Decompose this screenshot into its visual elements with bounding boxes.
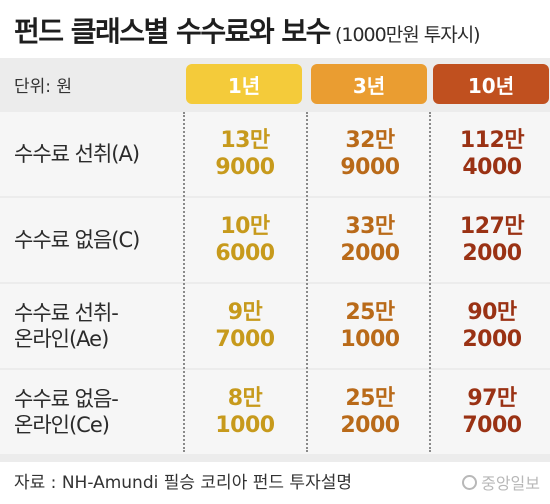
cell-value: 112만 — [459, 128, 525, 153]
cell-value: 90만 — [467, 300, 517, 325]
row-label-line: 온라인(Ce) — [14, 413, 110, 437]
cell-value: 9만 — [227, 300, 263, 325]
row-label: 수수료 선취(A) — [14, 112, 182, 196]
cell-value: 9000 — [340, 155, 400, 180]
row-label-line: 수수료 없음- — [14, 387, 119, 411]
cell-10-year: 97만 7000 — [433, 370, 550, 454]
cell-value: 6000 — [215, 241, 275, 266]
cell-value: 1000 — [215, 413, 275, 438]
cell-value: 1000 — [340, 327, 400, 352]
row-label: 수수료 선취- 온라인(Ae) — [14, 284, 182, 368]
cell-value: 2000 — [340, 413, 400, 438]
cell-3-year: 25만 1000 — [311, 284, 429, 368]
cell-value: 8만 — [227, 386, 263, 411]
row-label-line: 수수료 선취(A) — [14, 142, 140, 166]
cell-value: 13만 — [220, 128, 270, 153]
cell-value: 10만 — [220, 214, 270, 239]
cell-value: 33만 — [345, 214, 395, 239]
cell-3-year: 25만 2000 — [311, 370, 429, 454]
cell-3-year: 33만 2000 — [311, 198, 429, 282]
table-row — [0, 284, 550, 368]
row-label-line: 수수료 선취- — [14, 301, 119, 325]
cell-10-year: 127만 2000 — [433, 198, 550, 282]
cell-value: 127만 — [459, 214, 525, 239]
cell-1-year: 8만 1000 — [186, 370, 304, 454]
cell-value: 4000 — [462, 155, 522, 180]
table-row — [0, 370, 550, 454]
cell-value: 25만 — [345, 300, 395, 325]
cell-1-year: 9만 7000 — [186, 284, 304, 368]
table-row — [0, 198, 550, 282]
cell-value: 7000 — [462, 413, 522, 438]
cell-1-year: 10만 6000 — [186, 198, 304, 282]
cell-value: 97만 — [467, 386, 517, 411]
cell-value: 25만 — [345, 386, 395, 411]
column-header-3-year: 3년 — [311, 64, 427, 104]
cell-value: 2000 — [340, 241, 400, 266]
row-label-line: 수수료 없음(C) — [14, 228, 140, 252]
column-divider — [306, 112, 308, 452]
cell-10-year: 90만 2000 — [433, 284, 550, 368]
column-header-10-year: 10년 — [433, 64, 549, 104]
table-row — [0, 112, 550, 196]
cell-value: 9000 — [215, 155, 275, 180]
column-header-1-year: 1년 — [186, 64, 302, 104]
chart-title-block: 펀드 클래스별 수수료와 보수 (1000만원 투자시) — [14, 10, 544, 50]
cell-value: 2000 — [462, 327, 522, 352]
column-divider — [183, 112, 185, 452]
cell-1-year: 13만 9000 — [186, 112, 304, 196]
source-note: 자료 : NH-Amundi 필승 코리아 펀드 투자설명 — [14, 473, 352, 493]
publisher-logo-icon — [462, 474, 478, 490]
cell-value: 32만 — [345, 128, 395, 153]
fee-table: 단위: 원 1년 3년 10년 수수료 선취(A) 13만 9000 32만 9000 1… — [0, 58, 550, 462]
cell-3-year: 32만 9000 — [311, 112, 429, 196]
cell-10-year: 112만 4000 — [433, 112, 550, 196]
row-label: 수수료 없음(C) — [14, 198, 182, 282]
row-label: 수수료 없음- 온라인(Ce) — [14, 370, 182, 454]
publisher-logo: 중앙일보 — [462, 470, 540, 494]
chart-title: 펀드 클래스별 수수료와 보수 — [14, 15, 331, 48]
row-label-line: 온라인(Ae) — [14, 327, 109, 351]
unit-label: 단위: 원 — [14, 77, 73, 97]
column-divider — [429, 112, 431, 452]
chart-subtitle: (1000만원 투자시) — [334, 24, 481, 46]
publisher-logo-text: 중앙일보 — [481, 474, 540, 493]
cell-value: 2000 — [462, 241, 522, 266]
cell-value: 7000 — [215, 327, 275, 352]
